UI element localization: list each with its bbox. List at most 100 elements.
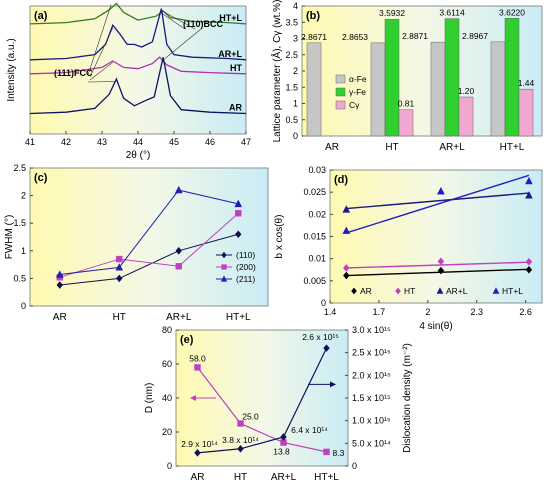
data-label: 1.20 [458,86,475,96]
marker-(211) [55,270,64,278]
marker-(110) [235,230,242,239]
x-tick-label: 43 [97,137,107,147]
peak-label-110: (110)BCC [183,19,224,29]
legend-label: AR+L [446,286,468,296]
y-tick-label: 0 [293,131,298,141]
y-right-tick-label: 1.0 x 10¹⁵ [352,416,391,426]
data-label: 3.8 x 10¹⁴ [222,435,259,445]
y-tick-label: 0.03 [308,165,326,175]
right-axis-arrowhead [330,381,336,388]
fit-line-AR [346,268,529,277]
y-tick-label: 1 [21,246,26,256]
x-tick-label: 45 [169,137,179,147]
category-label: HT+L [500,142,525,153]
y-tick-label: 1 [293,99,298,109]
series-line-(200) [59,212,239,278]
marker-(211) [115,263,124,271]
legend-marker-(200) [221,264,227,270]
panel-d-plot-area [329,169,543,304]
series-label-HT+L: HT+L [219,13,242,23]
y-tick-label: 1.5 [13,218,26,228]
category-label: HT [234,472,247,483]
peak-leader [164,28,202,59]
marker-AR+L [342,205,351,213]
legend-marker-(110) [221,251,227,259]
x-tick-label: 46 [205,137,215,147]
y-tick-label: 0.02 [308,209,326,219]
x-axis-title: 4 sin(θ) [419,321,452,332]
y-tick-label: 2.5 [285,50,298,60]
legend-label: (110) [236,250,255,260]
legend-swatch-Cγ [335,100,346,110]
legend-marker-HT [395,287,401,295]
series-line-D [197,367,327,453]
peak-leader [87,4,112,76]
category-label: HT+L [314,472,339,483]
y-tick-label: 1.5 [285,82,298,92]
y-tick-label: 2.5 [13,163,26,173]
bar-γ-Fe-HT [384,18,400,137]
legend-label: (200) [236,262,256,272]
category-label: HT [113,312,126,323]
legend-label: γ-Fe [349,87,366,97]
panel-d: 0 0.005 0.01 0.015 0.02 0.025 0.03 1.4 1.7 2 2.3 2.… [274,165,543,332]
marker-(200) [116,255,123,263]
x-tick-label: 1.7 [373,307,386,317]
panel-c-plot-area [29,167,269,307]
peak-label-111: (111)FCC [54,68,93,78]
panel-label: (d) [334,174,348,186]
marker-AR [525,265,533,274]
bar-Cγ-AR+L [458,96,474,137]
y-tick-label: 0.5 [285,115,298,125]
y-tick-label: 2 [21,191,26,201]
data-label: 6.4 x 10¹⁴ [291,425,328,435]
bar-γ-Fe-AR+L [444,18,460,137]
marker-(200) [235,210,242,217]
legend-label: AR [360,286,372,296]
data-label: 2.8871 [402,31,428,41]
y-tick-label: 80 [162,325,172,335]
legend-label: HT [404,286,415,296]
y-right-tick-label: 5.0 x 10¹⁴ [352,438,391,448]
series-line-(110) [59,233,239,286]
marker-(211) [174,185,183,194]
panel-label: (c) [34,172,48,184]
bar-γ-Fe-HT+L [504,18,520,137]
series-line-Dislocation density [197,347,328,454]
y-tick-label: 4 [293,1,298,11]
data-label: 25.0 [242,412,259,422]
series-line-HT+L [29,2,247,25]
bar-α-Fe-AR [306,42,322,137]
panel-label: (a) [34,10,48,22]
category-label: HT [385,142,398,153]
y-tick-label: 2 [293,66,298,76]
peak-leader [162,10,196,30]
marker-HT [437,257,445,266]
panel-e: 0 20 40 60 80 0 5.0 x 10¹⁴ 1.0 x 10¹⁵ 1.5 x 10¹⁵… [144,325,413,483]
bar-α-Fe-AR+L [430,41,446,137]
marker-HT+L [525,176,533,185]
marker-Dislocation density [237,444,244,453]
y-tick-label: 0 [167,461,172,471]
x-tick-label: 47 [241,137,251,147]
category-label: AR [325,142,339,153]
y-right-tick-label: 2.0 x 10¹⁵ [352,370,391,380]
x-tick-label: 42 [61,137,71,147]
marker-AR [437,266,445,275]
y-tick-label: 0.015 [303,232,326,242]
panel-c: 0 0.5 1 1.5 2 2.5 AR HT AR+L HT+L (110) (200) (211) (… [4,163,269,323]
legend-label: α-Fe [349,74,367,84]
x-tick-label: 41 [25,137,35,147]
panel-a: 41 42 43 44 45 46 47 HT+L AR+L HT AR (110)BCC (111)F… [6,2,251,161]
data-label: 2.8967 [462,31,488,41]
y-tick-label: 60 [162,359,172,369]
y-tick-label: 0.025 [303,187,326,197]
marker-AR [343,271,350,280]
y-axis-title: b x cos(θ) [274,215,285,259]
data-label: 58.0 [189,353,206,363]
marker-Dislocation density [280,433,287,441]
data-label: 2.9 x 10¹⁴ [181,439,218,449]
y-axis-title: Lattice parameter (Å), Cγ (wt.%) [270,0,283,142]
legend-marker-(211) [220,275,228,282]
